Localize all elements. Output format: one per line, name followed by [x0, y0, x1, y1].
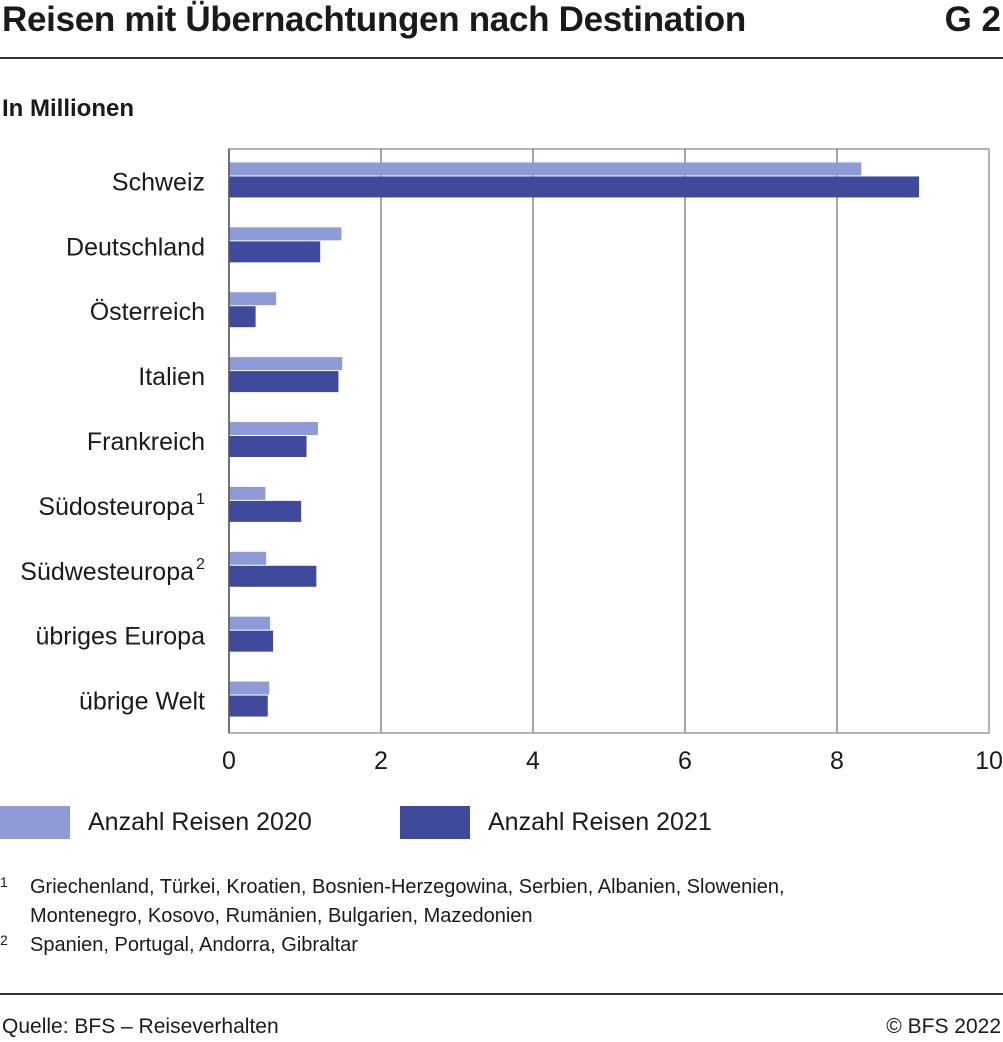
x-tick-label: 4 [526, 747, 540, 775]
bar-2021 [229, 241, 321, 263]
category-label: übriges Europa [35, 623, 205, 651]
figure-number: G 2 [944, 0, 1001, 39]
bar-2020 [229, 616, 271, 630]
bar-2021 [229, 306, 256, 328]
category-label: übrige Welt [79, 688, 205, 716]
x-tick-label: 0 [222, 747, 236, 775]
bar-2020 [229, 681, 270, 695]
legend-label-2020: Anzahl Reisen 2020 [88, 808, 312, 836]
bar-2021 [229, 436, 307, 457]
footnote-2: 2 Spanien, Portugal, Andorra, Gibraltar [0, 931, 1003, 960]
category-label: Österreich [90, 298, 205, 326]
footnote-line: Spanien, Portugal, Andorra, Gibraltar [30, 934, 358, 956]
legend-label-2021: Anzahl Reisen 2021 [488, 808, 712, 836]
unit-label: In Millionen [2, 95, 134, 122]
legend-item-2021: Anzahl Reisen 2021 [400, 806, 712, 839]
x-tick-label: 10 [975, 747, 1003, 775]
x-tick-label: 8 [830, 747, 844, 775]
category-footnote-mark: 2 [196, 556, 205, 573]
x-tick-label: 2 [374, 747, 388, 775]
footnote-line: Griechenland, Türkei, Kroatien, Bosnien-… [30, 876, 785, 898]
plot-frame [228, 148, 990, 734]
legend-swatch-2021 [400, 806, 470, 839]
category-label: Frankreich [87, 428, 205, 456]
legend-swatch-2020 [0, 806, 70, 839]
category-label: Schweiz [112, 168, 205, 196]
bar-2021 [229, 500, 302, 522]
bar-2021 [229, 565, 317, 587]
x-tick-label: 6 [678, 747, 692, 775]
footnote-mark: 2 [0, 932, 8, 948]
footnote-mark: 1 [0, 874, 8, 890]
category-label: Italien [138, 363, 205, 391]
source-note: Quelle: BFS – Reiseverhalten [2, 1015, 279, 1038]
bar-2020 [229, 551, 267, 565]
footnote-1: 1 Griechenland, Türkei, Kroatien, Bosnie… [0, 873, 1003, 931]
bar-2020 [229, 292, 277, 306]
copyright: © BFS 2022 [886, 1015, 1001, 1038]
category-label: Südosteuropa [38, 493, 194, 521]
bar-2020 [229, 486, 266, 500]
footer-rule [0, 993, 1003, 995]
legend-item-2020: Anzahl Reisen 2020 [0, 806, 312, 839]
chart-title: Reisen mit Übernachtungen nach Destinati… [2, 0, 746, 39]
bar-2021 [229, 176, 920, 198]
bar-2021 [229, 371, 339, 393]
bar-2021 [229, 695, 268, 717]
footnote-line: Montenegro, Kosovo, Rumänien, Bulgarien,… [30, 905, 533, 927]
bar-chart: 0 2 4 6 8 10 Schweiz Deutschland Österreich Itali… [20, 148, 1003, 775]
category-footnote-mark: 1 [196, 491, 205, 508]
bar-2020 [229, 162, 862, 176]
bar-2021 [229, 630, 274, 652]
bar-2020 [229, 357, 343, 371]
footnotes: 1 Griechenland, Türkei, Kroatien, Bosnie… [0, 873, 1003, 960]
header-rule [0, 57, 1003, 59]
bar-2020 [229, 422, 318, 435]
bar-2020 [229, 227, 342, 241]
category-label: Südwesteuropa [20, 558, 194, 586]
category-label: Deutschland [66, 233, 205, 261]
